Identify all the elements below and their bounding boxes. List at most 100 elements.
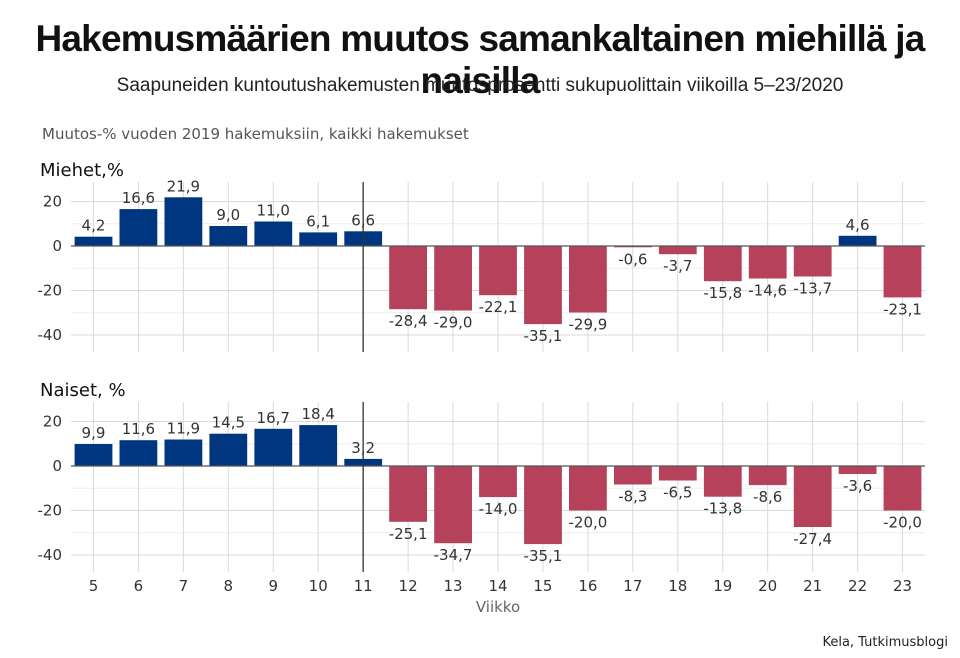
source-credit: Kela, Tutkimusblogi [822,635,948,650]
data-label: 9,0 [216,206,240,224]
bar [479,246,517,296]
y-tick-label: -40 [38,326,63,344]
bar [119,440,158,466]
y-tick-label: -20 [38,502,63,520]
data-label: -28,4 [389,312,428,330]
bar [74,236,113,246]
data-label: -3,6 [843,477,872,495]
bar [703,246,742,282]
x-tick-label: 22 [848,577,867,595]
chart-subtitle: Saapuneiden kuntoutushakemusten muutospr… [116,75,844,96]
x-tick-label: 14 [488,577,507,595]
bar [299,425,338,466]
bar [658,466,697,481]
data-label: -23,1 [883,300,922,318]
data-label: -8,6 [753,488,782,506]
bar [389,246,427,310]
x-tick-label: 6 [134,577,144,595]
data-label: -8,3 [618,487,647,505]
data-label: -27,4 [793,530,832,548]
data-label: -0,6 [618,250,647,268]
data-label: -34,7 [434,546,473,564]
data-label: -20,0 [568,514,607,532]
data-label: -13,8 [703,500,742,518]
x-tick-label: 16 [578,577,597,595]
bar [434,246,472,311]
bar [164,197,203,246]
bar [883,246,922,298]
bar [614,246,652,248]
x-tick-label: 18 [668,577,687,595]
x-tick-label: 7 [179,577,189,595]
data-label: -25,1 [389,525,428,543]
bar [209,433,248,466]
data-label: 11,9 [167,420,200,438]
y-tick-label: 0 [52,237,62,255]
data-label: 16,7 [257,409,290,427]
data-label: -13,7 [793,279,832,297]
data-label: -35,1 [524,547,563,565]
bar [614,466,652,485]
data-label: 21,9 [167,177,200,195]
chart-title: Hakemusmäärien muutos samankaltainen mie… [35,18,925,101]
x-tick-label: 23 [893,577,912,595]
bar [254,428,293,466]
x-tick-label: 12 [399,577,418,595]
data-label: 14,5 [212,414,245,432]
y-tick-label: -20 [38,282,63,300]
data-label: 11,6 [122,420,155,438]
x-axis-label: Viikko [476,598,520,616]
bar [569,246,607,313]
y-tick-label: 20 [43,413,62,431]
bar [209,226,248,246]
panel-title: Naiset, % [40,380,126,401]
y-tick-label: -40 [38,546,63,564]
x-tick-label: 20 [758,577,777,595]
bar [838,466,877,474]
bar [389,466,427,522]
y-tick-label: 0 [52,457,62,475]
data-label: -14,0 [479,500,518,518]
panel-title: Miehet,% [40,160,124,181]
bar [883,466,922,511]
x-tick-label: 8 [224,577,234,595]
data-label: -20,0 [883,514,922,532]
bar [793,466,832,527]
bar [164,439,203,466]
bar [748,466,787,486]
data-label: -29,9 [568,316,607,334]
bar [748,246,787,279]
x-tick-label: 17 [623,577,642,595]
bar [524,466,562,545]
bar [254,221,293,246]
data-label: -3,7 [663,257,692,275]
data-label: -29,0 [434,314,473,332]
bar [793,246,832,277]
x-tick-label: 13 [444,577,463,595]
data-label: -35,1 [524,327,563,345]
data-label: -22,1 [479,298,518,316]
bar [479,466,517,498]
data-label: 9,9 [82,424,106,442]
bar [119,209,158,246]
bar [703,466,742,497]
data-label: 4,2 [82,217,106,235]
bar [74,444,113,466]
data-label: -14,6 [748,281,787,299]
bar [524,246,562,325]
data-label: -6,5 [663,483,692,501]
x-tick-label: 10 [309,577,328,595]
data-label: -15,8 [703,284,742,302]
bar [299,232,338,246]
x-tick-label: 9 [268,577,278,595]
data-label: 11,0 [257,202,290,220]
bar [658,246,697,255]
bar [434,466,472,544]
bar [838,235,877,246]
data-label: 16,6 [122,189,155,207]
x-tick-label: 5 [89,577,99,595]
data-label: 6,1 [306,212,330,230]
bar [569,466,607,511]
x-tick-label: 11 [354,577,373,595]
